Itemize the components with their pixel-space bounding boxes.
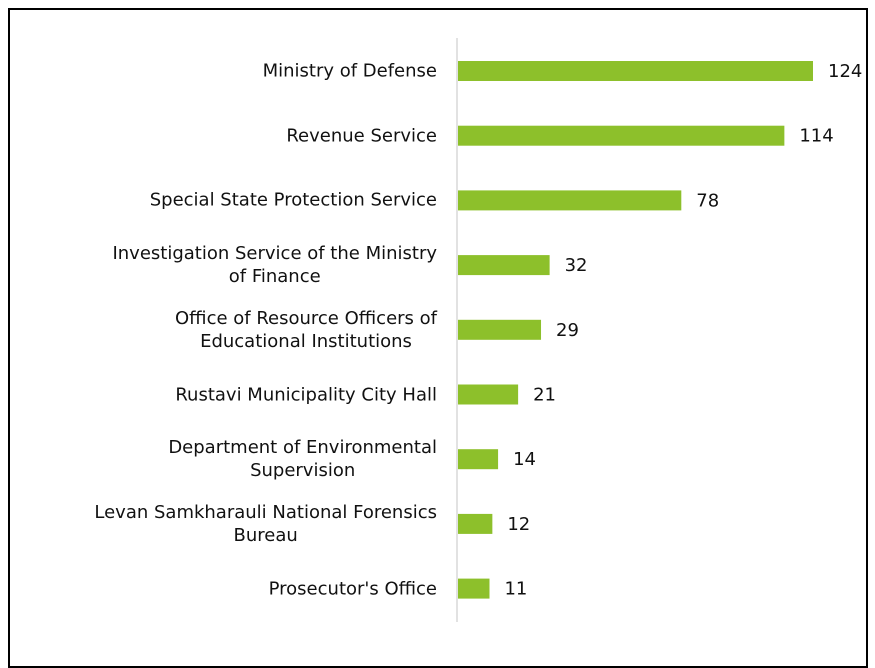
value-label: 32 [565,255,588,276]
bar [458,190,682,211]
category-label: Office of Resource Officers of Education… [175,307,437,352]
value-label: 78 [696,190,719,211]
value-label: 14 [513,449,536,470]
bar [458,319,542,340]
chart: 124 114 78 32 29 21 14 12 11 [456,38,862,622]
bar [458,513,493,534]
value-label: 124 [828,61,862,82]
category-label: Investigation Service of the Ministry of… [112,243,437,288]
page: 124 114 78 32 29 21 14 12 11 Ministry of Defense… [8,8,868,668]
value-label: 12 [507,514,530,535]
category-label: Revenue Service [286,125,437,147]
bar [458,578,490,599]
category-label: Special State Protection Service [149,189,437,211]
bar [458,384,519,405]
value-label: 21 [533,385,556,406]
category-label: Levan Samkharauli National Forensics Bur… [94,501,437,546]
category-label: Ministry of Defense [262,60,437,82]
value-label: 11 [504,579,527,600]
category-label: Rustavi Municipality City Hall [175,384,437,405]
bar [458,61,813,81]
value-label: 114 [799,126,833,147]
bar [458,125,785,146]
bar [458,255,550,276]
category-label: Department of Environmental Supervision [168,437,437,482]
value-label: 29 [556,320,579,341]
bar [458,449,499,470]
category-label: Prosecutor's Office [268,578,437,600]
